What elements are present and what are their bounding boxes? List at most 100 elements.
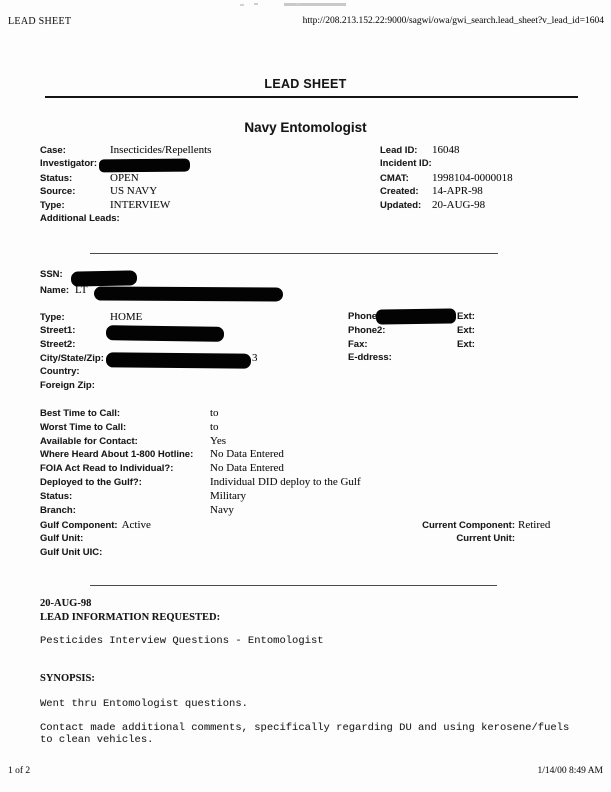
field-label: Updated:: [380, 200, 422, 212]
field-row-current-unit: Current Unit:: [300, 533, 590, 547]
field-row-status: Status: OPEN: [40, 172, 370, 186]
field-row-eddress: E-ddress:: [348, 352, 588, 366]
ext-label: Ext:: [457, 338, 475, 350]
field-row-deployed: Deployed to the Gulf?: Individual DID de…: [40, 476, 460, 490]
field-row-updated: Updated: 20-AUG-98: [380, 199, 600, 213]
name-prefix: LT: [75, 284, 88, 296]
field-row-ssn: SSN:: [40, 269, 360, 284]
synopsis-section: SYNOPSIS: Went thru Entomologist questio…: [40, 672, 600, 746]
field-label: Country:: [40, 366, 80, 378]
field-label: Current Component:: [422, 520, 515, 531]
field-row-type: Type: INTERVIEW: [40, 199, 370, 213]
field-row-phone1: Phone1: Ext:: [348, 311, 588, 325]
ext-label: Ext:: [457, 324, 475, 336]
field-label: SSN:: [40, 269, 63, 280]
case-info-right: Lead ID: 16048 Incident ID: CMAT: 199810…: [380, 144, 600, 213]
field-row-hotline: Where Heard About 1-800 Hotline: No Data…: [40, 448, 460, 462]
field-label: Created:: [380, 186, 419, 198]
page-number: 1 of 2: [8, 766, 31, 776]
page-title: LEAD SHEET: [264, 77, 347, 91]
field-row-street2: Street2:: [40, 339, 340, 353]
redaction-bar-investigator: [98, 158, 191, 173]
field-row-fax: Fax: Ext:: [348, 339, 588, 353]
lead-request-section: 20-AUG-98 LEAD INFORMATION REQUESTED: Pe…: [40, 597, 580, 648]
redaction-bar-phone1: [375, 308, 457, 325]
field-label: Gulf Unit:: [40, 532, 84, 544]
field-row-source: Source: US NAVY: [40, 185, 370, 199]
field-value: 1998104-0000018: [432, 171, 513, 184]
field-row-gulf-component: Gulf Component: Active: [40, 519, 340, 533]
field-label: Where Heard About 1-800 Hotline:: [40, 449, 194, 461]
field-label: Street1:: [40, 324, 76, 336]
lead-request-date: 20-AUG-98: [40, 598, 92, 609]
field-value: Individual DID deploy to the Gulf: [210, 475, 361, 488]
field-value: 20-AUG-98: [432, 199, 486, 212]
field-label: Best Time to Call:: [40, 408, 121, 419]
section-divider: [90, 253, 498, 255]
print-timestamp: 1/14/00 8:49 AM: [537, 766, 603, 776]
field-label: Name:: [40, 285, 70, 296]
field-label: Branch:: [40, 504, 76, 516]
field-label: Source:: [40, 186, 76, 198]
field-label: Worst Time to Call:: [40, 421, 127, 433]
field-value: Active: [121, 519, 151, 531]
field-value: to: [210, 407, 219, 419]
field-label: E-ddress:: [348, 352, 392, 364]
field-row-gulf-unit: Gulf Unit:: [40, 533, 340, 547]
field-label: Available for Contact:: [40, 435, 138, 447]
field-row-city-state-zip: City/State/Zip: 3: [40, 352, 340, 366]
field-label: Foreign Zip:: [40, 379, 95, 391]
field-label: Gulf Component:: [40, 520, 118, 531]
field-value: No Data Entered: [210, 448, 284, 461]
field-value: 16048: [432, 144, 460, 156]
gulf-block: Gulf Component: Active Gulf Unit: Gulf U…: [40, 519, 340, 560]
redaction-bar-name: [93, 286, 284, 301]
field-row-additional-leads: Additional Leads:: [40, 213, 370, 227]
current-component-block: Current Component: Retired Current Unit:: [300, 519, 590, 547]
field-label: Type:: [40, 200, 65, 212]
synopsis-line1: Went thru Entomologist questions.: [40, 697, 248, 710]
redaction-bar-city-state-zip: [105, 352, 252, 369]
field-row-worst-time: Worst Time to Call: to: [40, 421, 460, 435]
field-label: Phone1:: [348, 311, 386, 322]
field-label: Additional Leads:: [40, 212, 120, 224]
field-label: Type:: [40, 312, 65, 323]
section-divider: [90, 585, 497, 587]
field-row-lead-id: Lead ID: 16048: [380, 144, 600, 158]
field-value: No Data Entered: [210, 462, 284, 475]
field-row-case: Case: Insecticides/Repellents: [40, 144, 370, 158]
field-row-foreign-zip: Foreign Zip:: [40, 380, 340, 394]
field-label: CMAT:: [380, 172, 409, 184]
address-block: Type: HOME Street1: Street2: City/State/…: [40, 311, 340, 394]
redaction-bar-street1: [105, 325, 225, 342]
field-label: Case:: [40, 145, 66, 156]
field-label: Incident ID:: [380, 157, 432, 169]
field-row-investigator: Investigator:: [40, 158, 370, 172]
field-value: 14-APR-98: [432, 185, 483, 198]
field-row-name: Name: LT: [40, 284, 360, 299]
field-label: Status:: [40, 172, 73, 184]
field-row-mil-status: Status: Military: [40, 490, 460, 504]
field-label: Gulf Unit UIC:: [40, 546, 103, 558]
browser-print-title: LEAD SHEET: [8, 16, 72, 27]
field-value: Navy: [210, 503, 234, 516]
field-row-street1: Street1:: [40, 325, 340, 339]
title-rule: [45, 96, 578, 99]
scan-artifact: [254, 3, 346, 6]
ext-label: Ext:: [457, 311, 475, 322]
field-row-current-component: Current Component: Retired: [300, 519, 590, 533]
field-row-gulf-unit-uic: Gulf Unit UIC:: [40, 547, 340, 561]
questions-block: Best Time to Call: to Worst Time to Call…: [40, 407, 460, 517]
field-row-created: Created: 14-APR-98: [380, 185, 600, 199]
field-row-addr-type: Type: HOME: [40, 311, 340, 325]
lead-request-body: Pesticides Interview Questions - Entomol…: [40, 635, 324, 647]
field-value: Military: [210, 489, 247, 502]
field-value: to: [210, 420, 219, 433]
field-value: HOME: [110, 311, 143, 323]
synopsis-heading: SYNOPSIS:: [40, 673, 95, 684]
field-label: Phone2:: [348, 324, 386, 336]
subject-title: Navy Entomologist: [244, 120, 367, 135]
field-label: Investigator:: [40, 157, 98, 169]
field-value: OPEN: [110, 171, 139, 184]
field-value: Insecticides/Repellents: [110, 144, 212, 156]
